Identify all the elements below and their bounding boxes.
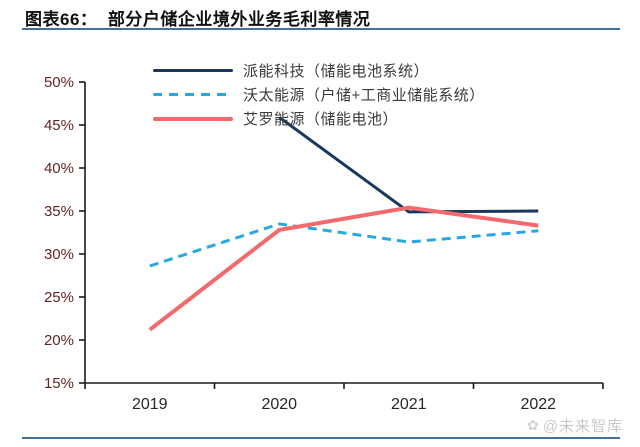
legend-item-airuo: 艾罗能源（储能电池）	[153, 109, 485, 128]
bottom-divider-rule	[22, 437, 620, 439]
watermark: ✿ @未来智库	[527, 415, 623, 436]
y-tick-label: 30%	[44, 246, 74, 263]
legend-item-wotai: 沃太能源（户储+工商业储能系统）	[153, 85, 485, 104]
y-tick-label: 50%	[44, 74, 74, 91]
y-tick-label: 40%	[44, 160, 74, 177]
series-line	[148, 205, 539, 332]
y-tick-label: 15%	[44, 375, 74, 392]
y-tick-label: 35%	[44, 203, 74, 220]
x-tick-label: 2019	[132, 396, 168, 413]
legend-line-sample-dashed-blue	[153, 93, 233, 96]
y-tick-label: 20%	[44, 332, 74, 349]
chart-legend: 派能科技（储能电池系统） 沃太能源（户储+工商业储能系统） 艾罗能源（储能电池）	[153, 61, 485, 128]
legend-label: 艾罗能源（储能电池）	[243, 111, 399, 128]
y-tick-label: 25%	[44, 289, 74, 306]
series-line	[149, 222, 539, 268]
y-tick-label: 45%	[44, 117, 74, 134]
page-title: 图表66： 部分户储企业境外业务毛利率情况	[25, 10, 371, 29]
watermark-text: @未来智库	[542, 418, 623, 435]
x-tick-label: 2022	[520, 396, 556, 413]
legend-label: 沃太能源（户储+工商业储能系统）	[243, 87, 485, 104]
flower-logo-icon: ✿	[527, 417, 540, 433]
legend-line-sample-solid-navy	[153, 69, 233, 72]
title-underline-rule	[22, 28, 620, 30]
legend-line-sample-solid-red	[153, 116, 233, 121]
x-tick-label: 2021	[391, 396, 427, 413]
legend-label: 派能科技（储能电池系统）	[243, 63, 430, 80]
series-line	[278, 116, 539, 214]
legend-item-pylontech: 派能科技（储能电池系统）	[153, 61, 485, 80]
x-tick-label: 2020	[261, 396, 297, 413]
